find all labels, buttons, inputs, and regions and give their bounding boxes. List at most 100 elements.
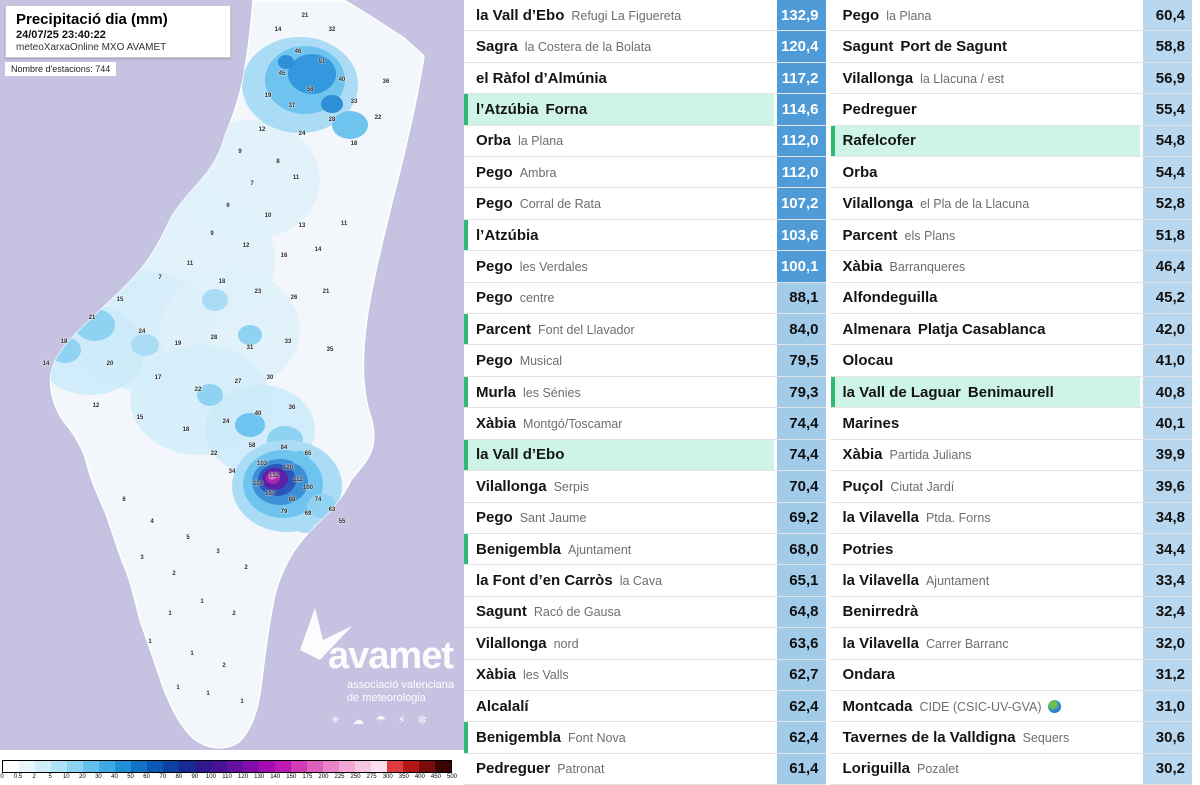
station-row[interactable]: Xàbia Montgó/Toscamar 74,4 [464, 408, 826, 440]
map-station-value[interactable]: 32 [328, 27, 336, 33]
map-station-value[interactable]: 100 [302, 485, 314, 491]
station-row[interactable]: Sagunt Racó de Gausa 64,8 [464, 596, 826, 629]
map-station-value[interactable]: 21 [322, 289, 330, 295]
station-row[interactable]: Benirredrà 32,4 [830, 596, 1192, 629]
station-row[interactable]: Pego Sant Jaume 69,2 [464, 502, 826, 534]
map-station-value[interactable]: 11 [292, 175, 300, 181]
station-row[interactable]: Ondara 31,2 [830, 659, 1192, 691]
station-row[interactable]: Pego Corral de Rata 107,2 [464, 188, 826, 220]
map-station-value[interactable]: 3 [216, 549, 220, 555]
map-station-value[interactable]: 1 [200, 599, 204, 605]
map-station-value[interactable]: 58 [306, 87, 314, 93]
map-station-value[interactable]: 28 [328, 117, 336, 123]
map-station-value[interactable]: 5 [186, 535, 190, 541]
map-station-value[interactable]: 18 [60, 339, 68, 345]
map-station-value[interactable]: 114 [253, 481, 263, 487]
map-station-value[interactable]: 10 [264, 213, 272, 219]
map-station-value[interactable]: 112 [293, 477, 303, 483]
station-row[interactable]: Olocau 41,0 [830, 345, 1192, 377]
map-station-value[interactable]: 11 [340, 221, 348, 227]
map-station-value[interactable]: 4 [150, 519, 154, 525]
station-row[interactable]: la Vall de Laguar Benimaurell 40,8 [830, 376, 1192, 409]
map-station-value[interactable]: 103 [256, 461, 268, 467]
map-station-value[interactable]: 1 [148, 639, 152, 645]
map-station-value[interactable]: 8 [276, 159, 280, 165]
station-row[interactable]: Benigembla Ajuntament 68,0 [464, 533, 826, 566]
map-station-value[interactable]: 12 [242, 243, 250, 249]
map-station-value[interactable]: 2 [232, 611, 236, 617]
station-row[interactable]: l’Atzúbia 103,6 [464, 219, 826, 252]
station-row[interactable]: la Vilavella Ajuntament 33,4 [830, 565, 1192, 597]
map-station-value[interactable]: 13 [298, 223, 306, 229]
station-row[interactable]: la Vilavella Carrer Barranc 32,0 [830, 628, 1192, 660]
map-station-value[interactable]: 120 [282, 465, 294, 471]
map-station-value[interactable]: 19 [174, 341, 182, 347]
map-station-value[interactable]: 6 [226, 203, 230, 209]
station-row[interactable]: Vilallonga el Pla de la Llacuna 52,8 [830, 188, 1192, 220]
map-station-value[interactable]: 24 [222, 419, 230, 425]
map-station-value[interactable]: 58 [248, 443, 256, 449]
station-row[interactable]: Puçol Ciutat Jardí 39,6 [830, 471, 1192, 503]
map-station-value[interactable]: 14 [42, 361, 50, 367]
station-row[interactable]: Pego centre 88,1 [464, 282, 826, 315]
map-station-value[interactable]: 28 [210, 335, 218, 341]
station-row[interactable]: la Vilavella Ptda. Forns 34,8 [830, 502, 1192, 534]
map-station-value[interactable]: 7 [158, 275, 162, 281]
map-station-value[interactable]: 12 [258, 127, 266, 133]
station-row[interactable]: Pedreguer 55,4 [830, 94, 1192, 126]
station-row[interactable]: Marines 40,1 [830, 408, 1192, 440]
station-row[interactable]: Pego Ambra 112,0 [464, 157, 826, 189]
map-station-value[interactable]: 18 [182, 427, 190, 433]
map-station-value[interactable]: 36 [382, 79, 390, 85]
map-station-value[interactable]: 27 [234, 379, 242, 385]
map-station-value[interactable]: 22 [210, 451, 218, 457]
map-station-value[interactable]: 26 [290, 295, 298, 301]
station-row[interactable]: Potries 34,4 [830, 533, 1192, 566]
map-station-value[interactable]: 24 [298, 131, 306, 137]
map-station-value[interactable]: 14 [314, 247, 322, 253]
station-row[interactable]: Pego les Verdales 100,1 [464, 251, 826, 283]
map-station-value[interactable]: 107 [264, 491, 276, 497]
station-row[interactable]: Montcada CIDE (CSIC-UV-GVA) 31,0 [830, 690, 1192, 723]
map-station-value[interactable]: 79 [280, 509, 288, 515]
station-row[interactable]: Orba 54,4 [830, 157, 1192, 189]
map-station-value[interactable]: 20 [106, 361, 114, 367]
station-row[interactable]: Xàbia Barranqueres 46,4 [830, 251, 1192, 283]
station-row[interactable]: el Ràfol d’Almúnia 117,2 [464, 62, 826, 95]
station-row[interactable]: Rafelcofer 54,8 [830, 125, 1192, 158]
map-station-value[interactable]: 30 [266, 375, 274, 381]
map-station-value[interactable]: 40 [254, 411, 262, 417]
station-row[interactable]: Almenara Platja Casablanca 42,0 [830, 314, 1192, 346]
map-station-value[interactable]: 1 [176, 685, 180, 691]
map-station-value[interactable]: 9 [238, 149, 242, 155]
map-station-value[interactable]: 24 [138, 329, 146, 335]
map-station-value[interactable]: 21 [88, 315, 96, 321]
map-station-value[interactable]: 23 [254, 289, 262, 295]
map-station-value[interactable]: 18 [350, 141, 358, 147]
map-station-value[interactable]: 84 [280, 445, 288, 451]
station-row[interactable]: Xàbia les Valls 62,7 [464, 659, 826, 691]
station-row[interactable]: Vilallonga la Llacuna / est 56,9 [830, 62, 1192, 95]
map-station-value[interactable]: 63 [328, 507, 336, 513]
map-station-value[interactable]: 22 [194, 387, 202, 393]
map-station-value[interactable]: 17 [154, 375, 162, 381]
map-station-value[interactable]: 1 [190, 651, 194, 657]
map-station-value[interactable]: 55 [338, 519, 346, 525]
map-station-value[interactable]: 21 [301, 13, 309, 19]
map-station-value[interactable]: 14 [274, 27, 282, 33]
map-station-value[interactable]: 74 [314, 497, 322, 503]
map-station-value[interactable]: 51 [318, 59, 326, 65]
station-row[interactable]: Loriguilla Pozalet 30,2 [830, 753, 1192, 785]
station-row[interactable]: Pedreguer Patronat 61,4 [464, 753, 826, 785]
station-row[interactable]: Pego la Plana 60,4 [830, 0, 1192, 32]
station-row[interactable]: la Vall d’Ebo 74,4 [464, 439, 826, 472]
map-station-value[interactable]: 15 [116, 297, 124, 303]
map-station-value[interactable]: 16 [280, 253, 288, 259]
map-station-value[interactable]: 2 [244, 565, 248, 571]
map-station-value[interactable]: 46 [294, 49, 302, 55]
map-station-value[interactable]: 1 [168, 611, 172, 617]
station-row[interactable]: Vilallonga nord 63,6 [464, 628, 826, 660]
map-station-value[interactable]: 65 [304, 451, 312, 457]
map-station-value[interactable]: 11 [186, 261, 194, 267]
station-row[interactable]: Sagunt Port de Sagunt 58,8 [830, 31, 1192, 63]
